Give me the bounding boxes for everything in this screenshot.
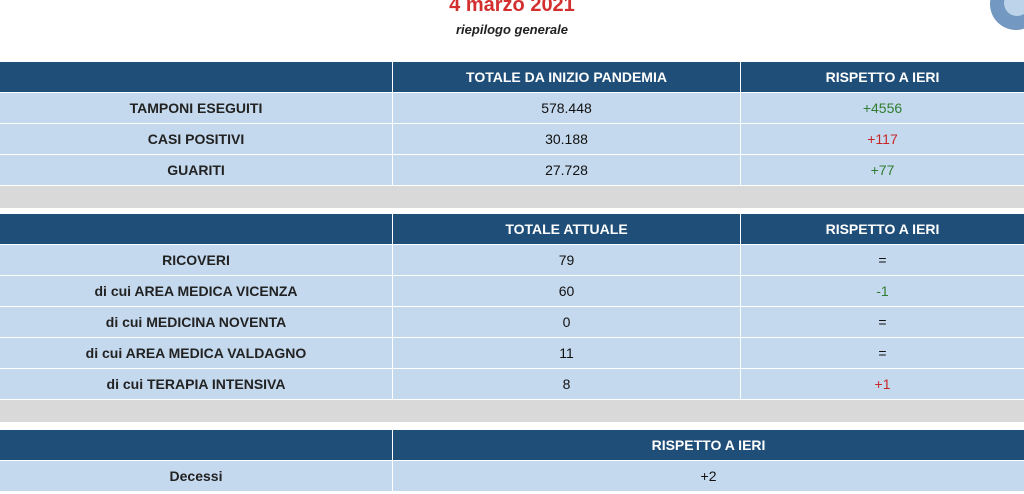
row-label: CASI POSITIVI bbox=[147, 131, 245, 147]
row-label: TAMPONI ESEGUITI bbox=[129, 100, 263, 116]
row-total: 79 bbox=[392, 245, 740, 275]
row-delta: +117 bbox=[740, 124, 1024, 154]
deaths-table-header: RISPETTO A IERI bbox=[0, 430, 1024, 461]
row-delta: +77 bbox=[740, 155, 1024, 185]
current-table: TOTALE ATTUALE RISPETTO A IERI RICOVERI … bbox=[0, 214, 1024, 400]
row-total: 578.448 bbox=[392, 93, 740, 123]
table-row: TAMPONI ESEGUITI 578.448 +4556 bbox=[0, 93, 1024, 124]
row-label: di cui MEDICINA NOVENTA bbox=[105, 314, 287, 330]
header-vs-yesterday: RISPETTO A IERI bbox=[740, 62, 1024, 92]
header-total-since-start: TOTALE DA INIZIO PANDEMIA bbox=[392, 62, 740, 92]
cumulative-table-header: TOTALE DA INIZIO PANDEMIA RISPETTO A IER… bbox=[0, 62, 1024, 93]
table-row: RICOVERI 79 = bbox=[0, 245, 1024, 276]
header-vs-yesterday: RISPETTO A IERI bbox=[392, 430, 1024, 460]
table-row: di cui AREA MEDICA VALDAGNO 11 = bbox=[0, 338, 1024, 369]
row-delta: +4556 bbox=[740, 93, 1024, 123]
header-vs-yesterday: RISPETTO A IERI bbox=[740, 214, 1024, 244]
row-delta: +1 bbox=[740, 369, 1024, 399]
row-label: di cui AREA MEDICA VALDAGNO bbox=[85, 345, 307, 361]
table-row: GUARITI 27.728 +77 bbox=[0, 155, 1024, 186]
row-delta: = bbox=[740, 307, 1024, 337]
row-total: 30.188 bbox=[392, 124, 740, 154]
corner-decoration-inner bbox=[1004, 0, 1024, 16]
header-empty-cell bbox=[0, 62, 392, 92]
header-empty-cell bbox=[0, 430, 392, 460]
cumulative-table: TOTALE DA INIZIO PANDEMIA RISPETTO A IER… bbox=[0, 62, 1024, 186]
section-separator bbox=[0, 186, 1024, 208]
row-total: 60 bbox=[392, 276, 740, 306]
row-label: di cui AREA MEDICA VICENZA bbox=[94, 283, 298, 299]
row-delta: = bbox=[740, 338, 1024, 368]
table-row: di cui MEDICINA NOVENTA 0 = bbox=[0, 307, 1024, 338]
table-row: di cui AREA MEDICA VICENZA 60 -1 bbox=[0, 276, 1024, 307]
row-label: GUARITI bbox=[167, 162, 225, 178]
report-date: 4 marzo 2021 bbox=[449, 0, 575, 16]
deaths-table: RISPETTO A IERI Decessi +2 bbox=[0, 430, 1024, 492]
table-row: CASI POSITIVI 30.188 +117 bbox=[0, 124, 1024, 155]
table-row: di cui TERAPIA INTENSIVA 8 +1 bbox=[0, 369, 1024, 400]
header-current-total: TOTALE ATTUALE bbox=[392, 214, 740, 244]
row-label: Decessi bbox=[169, 468, 223, 484]
current-table-header: TOTALE ATTUALE RISPETTO A IERI bbox=[0, 214, 1024, 245]
row-total: 27.728 bbox=[392, 155, 740, 185]
section-separator bbox=[0, 400, 1024, 422]
row-delta: -1 bbox=[740, 276, 1024, 306]
table-row: Decessi +2 bbox=[0, 461, 1024, 492]
row-total: 11 bbox=[392, 338, 740, 368]
row-total: 0 bbox=[392, 307, 740, 337]
report-subtitle: riepilogo generale bbox=[456, 22, 568, 37]
row-delta: = bbox=[740, 245, 1024, 275]
header-empty-cell bbox=[0, 214, 392, 244]
row-label: RICOVERI bbox=[162, 252, 230, 268]
row-total: 8 bbox=[392, 369, 740, 399]
row-label: di cui TERAPIA INTENSIVA bbox=[106, 376, 286, 392]
row-delta: +2 bbox=[392, 461, 1024, 491]
